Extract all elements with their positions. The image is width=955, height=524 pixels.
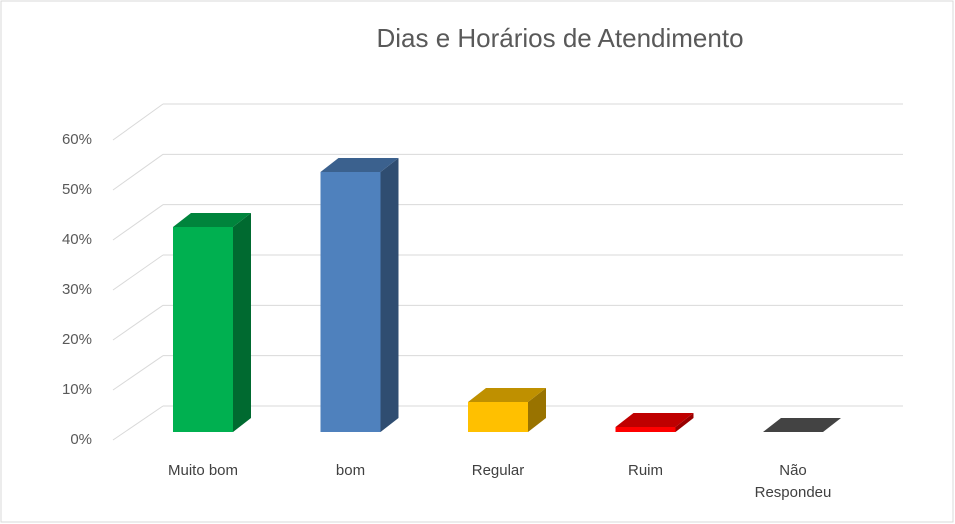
- bar-top: [468, 388, 546, 402]
- grid-line: [112, 304, 164, 341]
- grid-line: [112, 204, 164, 241]
- bar: [320, 172, 381, 432]
- grid-line: [112, 405, 164, 441]
- grid-line: [112, 153, 164, 191]
- bar-side: [528, 388, 546, 432]
- bar: [615, 427, 676, 432]
- bar-top: [615, 413, 694, 427]
- x-tick-label: Não Respondeu: [754, 462, 832, 501]
- y-tick-label: 60%: [62, 131, 92, 148]
- grid-line: [112, 103, 164, 141]
- x-tick-label: Ruim: [627, 462, 663, 479]
- y-tick-label: 30%: [62, 281, 92, 298]
- y-tick-label: 40%: [62, 231, 92, 248]
- grid-line: [112, 355, 164, 391]
- bar-top: [320, 158, 399, 172]
- x-tick-label: Regular: [471, 462, 525, 479]
- bar-top: [173, 213, 251, 227]
- y-tick-label: 20%: [62, 331, 92, 348]
- bar-side: [233, 213, 251, 432]
- bar-side: [380, 158, 399, 432]
- y-tick-label: 0%: [70, 431, 92, 448]
- y-tick-label: 10%: [62, 381, 92, 398]
- x-tick-label: Muito bom: [167, 462, 239, 479]
- chart-title: Dias e Horários de Atendimento: [376, 23, 743, 53]
- bar-top: [763, 418, 841, 432]
- grid-line: [112, 254, 164, 291]
- bar: [173, 227, 233, 432]
- bar-side: [675, 413, 694, 432]
- bar: [468, 402, 528, 432]
- x-tick-label: bom: [335, 462, 366, 479]
- y-tick-label: 50%: [62, 181, 92, 198]
